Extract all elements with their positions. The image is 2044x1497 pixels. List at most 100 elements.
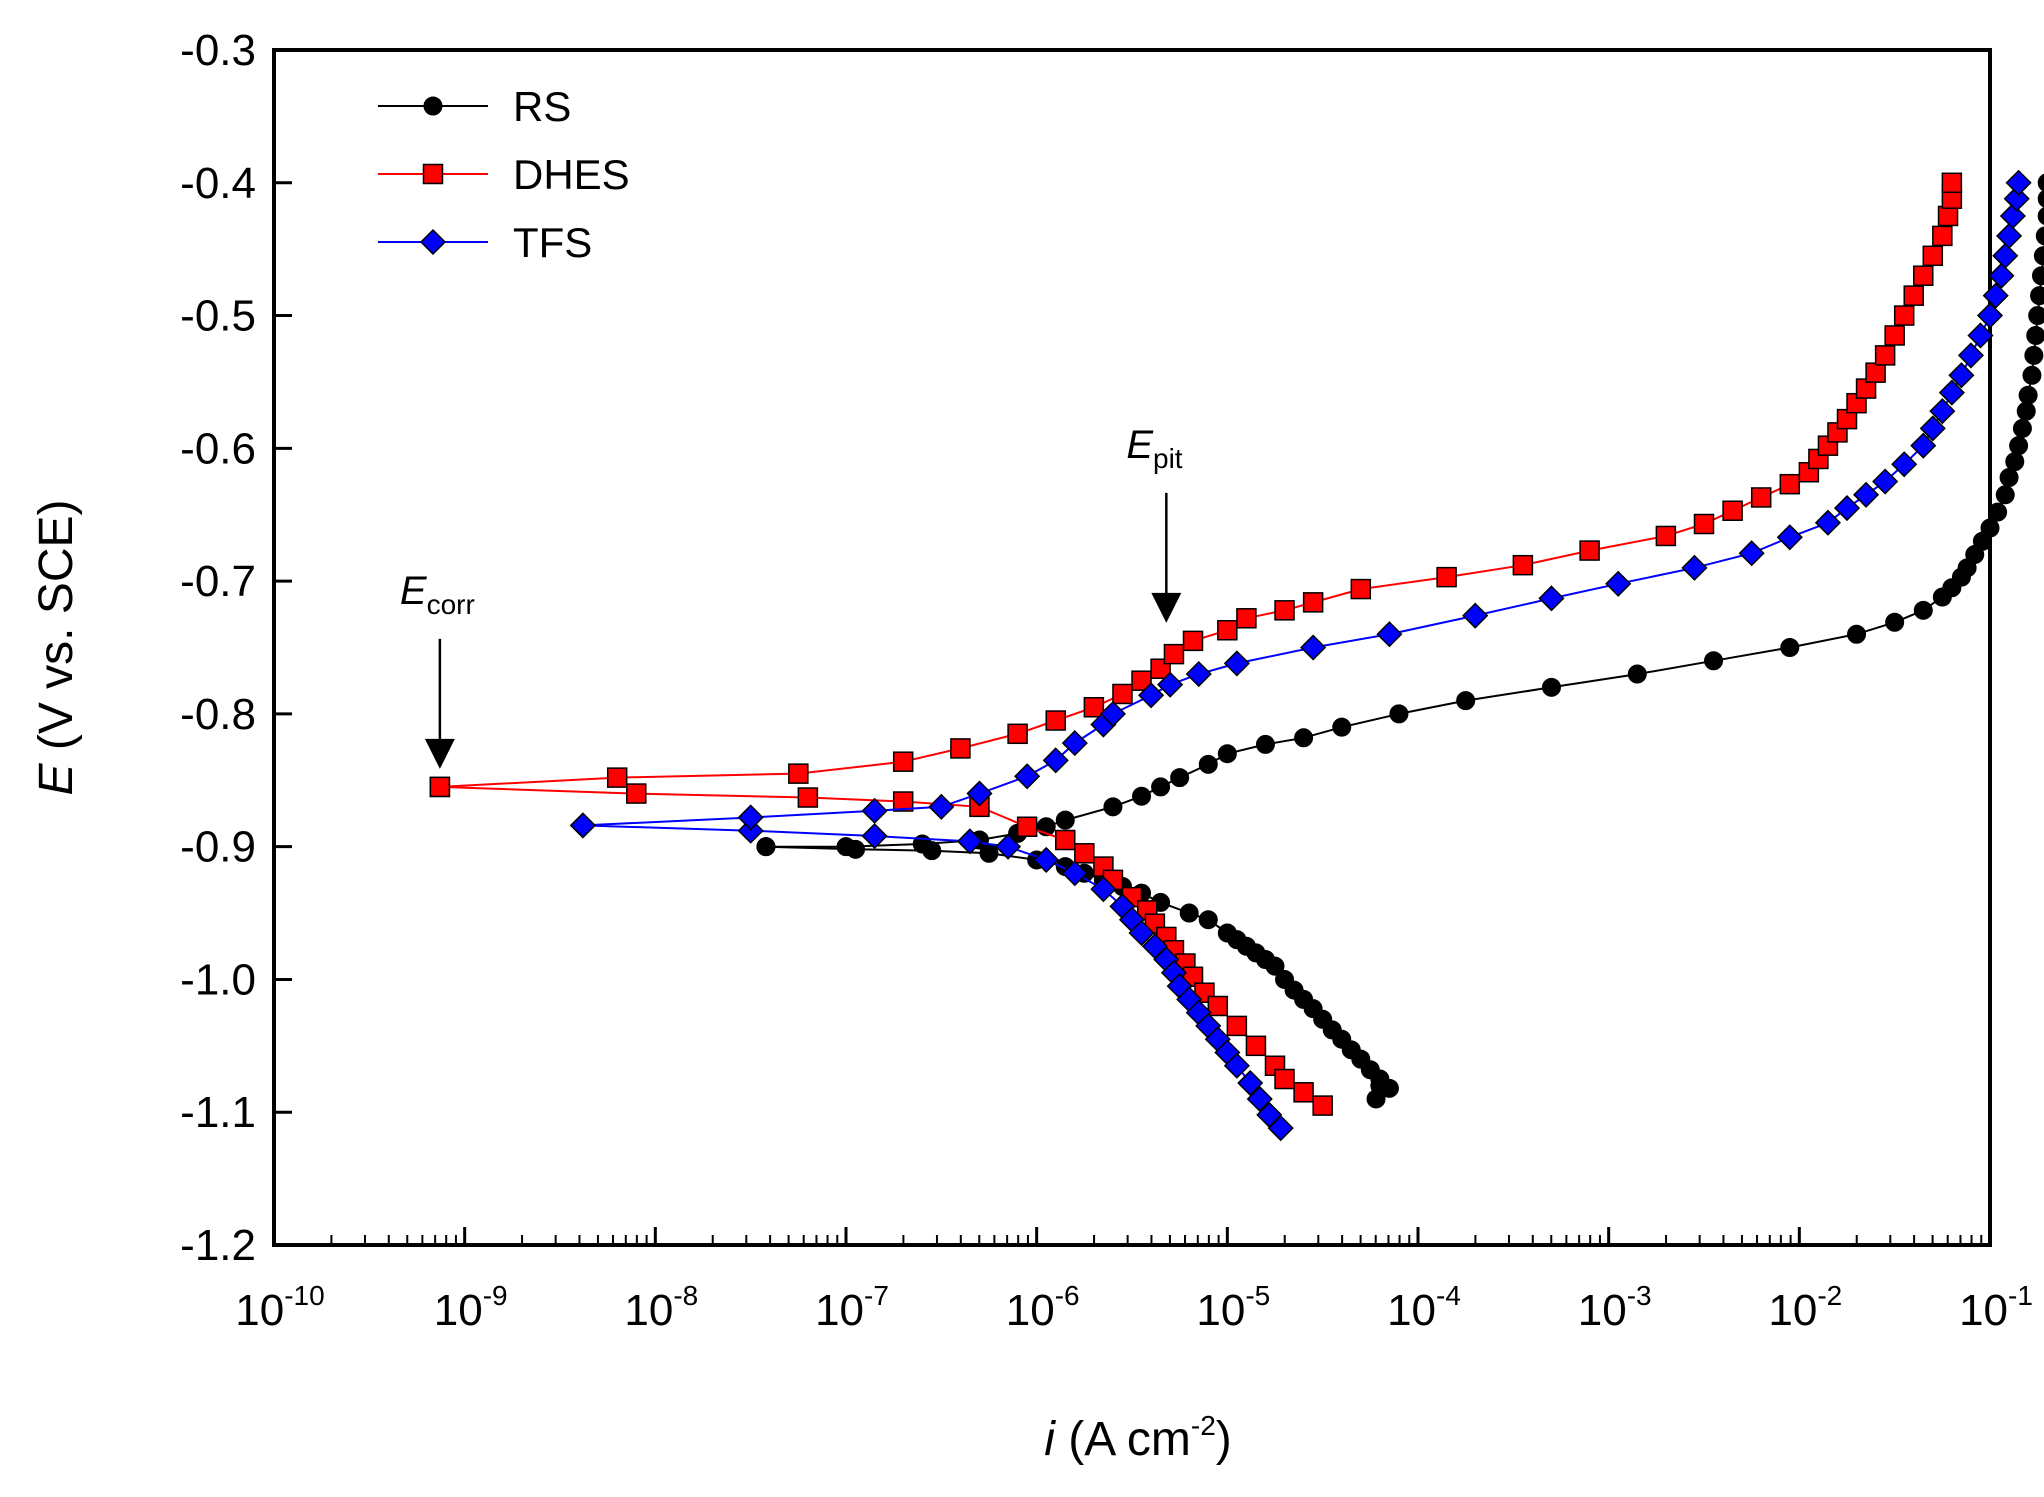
data-point (1055, 829, 1076, 851)
data-point (1779, 473, 1801, 495)
legend-label: TFS (513, 219, 592, 266)
data-point (1579, 540, 1600, 561)
data-point (2037, 173, 2044, 192)
data-point (1198, 754, 1218, 774)
legend: RS DHES TFS (378, 83, 630, 266)
data-point (1913, 600, 1933, 620)
data-point (1874, 345, 1896, 366)
data-point (606, 767, 628, 788)
data-point (1179, 903, 1199, 923)
legend-item-tfs: TFS (378, 219, 592, 266)
data-point (429, 776, 451, 798)
data-point (1938, 379, 1965, 406)
data-point (956, 828, 983, 855)
x-tick-label: 10-2 (1768, 1280, 1842, 1335)
data-point (1223, 650, 1250, 677)
data-point (1083, 697, 1105, 718)
annotation-label: Epit (1126, 423, 1182, 474)
y-axis-title: E (V vs. SCE) (30, 499, 83, 795)
data-point (1462, 602, 1489, 629)
data-point (1910, 432, 1937, 459)
annotation-arrow-head (424, 738, 455, 769)
data-point (1885, 612, 1905, 632)
data-point (2035, 226, 2044, 246)
data-point (1605, 570, 1632, 597)
data-point (1937, 205, 1959, 227)
data-point (1226, 1015, 1248, 1037)
data-point (861, 797, 888, 824)
data-point (1061, 730, 1088, 757)
data-point (1294, 728, 1314, 748)
data-point (1999, 202, 2026, 230)
data-point (1853, 481, 1880, 508)
data-point (1913, 265, 1934, 286)
data-point (1456, 691, 1476, 711)
data-point (2024, 345, 2044, 365)
data-point (2031, 266, 2044, 286)
data-point (1436, 566, 1457, 588)
data-point (1891, 451, 1918, 478)
data-point (797, 787, 819, 808)
data-point (419, 228, 447, 256)
data-point (1627, 664, 1647, 684)
data-point (1704, 651, 1724, 671)
data-point (2028, 306, 2044, 326)
data-point (1163, 643, 1185, 665)
data-point (1255, 734, 1275, 754)
data-point (1980, 518, 2000, 538)
data-point (1157, 671, 1184, 698)
data-point (2009, 436, 2029, 456)
plot-area (272, 48, 1992, 1247)
data-point (1738, 540, 1765, 567)
data-point (1099, 700, 1126, 727)
data-point (1237, 1069, 1264, 1097)
data-point (1948, 362, 1975, 389)
series-dhes (429, 172, 1963, 1116)
data-point (1182, 630, 1204, 652)
data-point (2016, 401, 2036, 421)
x-tick-label: 10-8 (624, 1280, 698, 1335)
legend-label: DHES (513, 151, 630, 198)
data-point (1293, 1082, 1314, 1103)
axis-ticks: -0.3 -0.4 -0.5 -0.6 -0.7 -0.8 -0.9 -1.0 -1.1 -1.2… (180, 26, 2033, 1335)
series-tfs (569, 169, 2032, 1142)
data-point (737, 817, 764, 844)
data-point (1941, 172, 1963, 194)
data-point (1366, 1089, 1386, 1109)
y-tick-label: -0.6 (180, 424, 256, 473)
data-point (1274, 600, 1295, 621)
data-point (1722, 500, 1743, 521)
x-tick-label: 10-1 (1959, 1280, 2033, 1335)
data-point (1999, 468, 2019, 488)
annotation-pit: Epit (1126, 423, 1183, 623)
data-point (1872, 468, 1899, 495)
data-point (737, 804, 764, 831)
data-point (2005, 452, 2025, 472)
series-rs (756, 173, 2044, 1109)
data-point (1884, 325, 1905, 346)
x-tick-label: 10-7 (815, 1280, 889, 1335)
data-point (950, 738, 971, 759)
data-point (2003, 185, 2030, 212)
data-point (1919, 415, 1946, 442)
y-tick-label: -0.7 (180, 557, 256, 606)
data-point (1207, 995, 1229, 1017)
data-point (1223, 1052, 1250, 1079)
data-point (2022, 365, 2042, 385)
axis-labels: i (A cm-2) E (V vs. SCE) (30, 499, 1232, 1466)
data-point (423, 96, 443, 116)
data-point (2018, 385, 2038, 405)
x-tick-label: 10-10 (235, 1280, 324, 1335)
data-point (1274, 1068, 1295, 1090)
data-point (1007, 723, 1028, 745)
data-point (756, 837, 776, 857)
data-point (1312, 1095, 1333, 1116)
data-point (892, 791, 914, 812)
data-point (1245, 1035, 1267, 1057)
data-point (1074, 843, 1095, 864)
x-tick-label: 10-5 (1196, 1280, 1270, 1335)
data-point (2033, 246, 2044, 266)
data-point (1681, 554, 1708, 581)
x-tick-label: 10-6 (1006, 1280, 1080, 1335)
